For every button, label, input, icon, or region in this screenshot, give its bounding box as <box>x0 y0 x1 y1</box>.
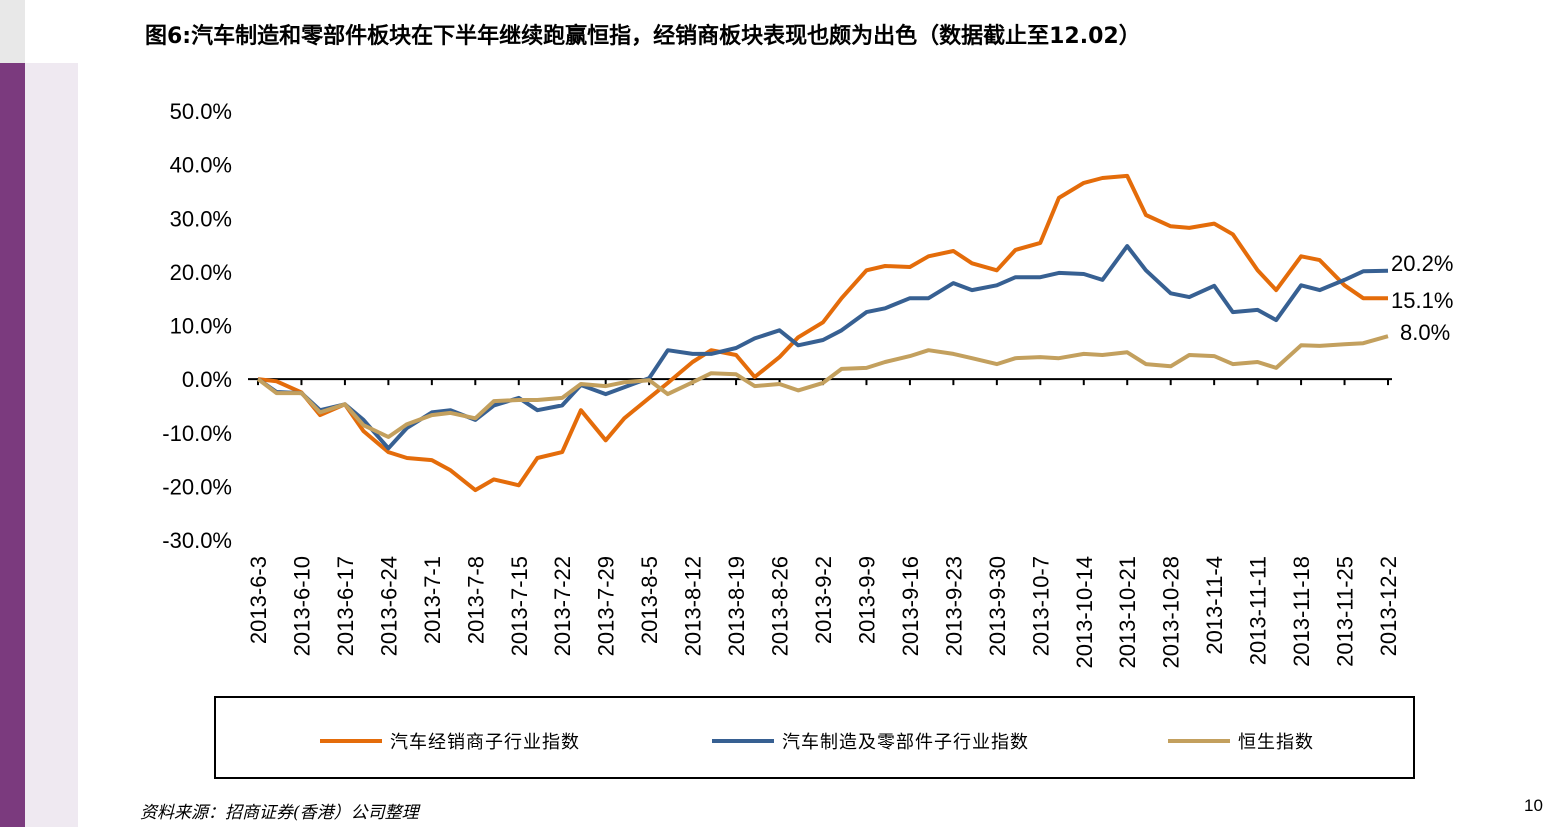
x-tick-label: 2013-8-26 <box>768 556 793 656</box>
x-tick-label: 2013-10-14 <box>1072 556 1097 669</box>
legend-item-hsi: 恒生指数 <box>1168 728 1314 754</box>
y-tick-label: -10.0% <box>162 421 232 446</box>
x-tick-label: 2013-8-12 <box>681 556 706 656</box>
series-line <box>257 173 1388 493</box>
page-number: 10 <box>1524 796 1543 815</box>
legend-label: 汽车经销商子行业指数 <box>390 732 580 753</box>
x-tick-label: 2013-11-11 <box>1246 556 1271 665</box>
y-tick-label: 40.0% <box>170 153 232 178</box>
x-tick-label: 2013-9-23 <box>941 556 966 656</box>
end-value-label: 15.1% <box>1391 288 1453 313</box>
legend-label: 汽车制造及零部件子行业指数 <box>782 732 1029 753</box>
x-tick-label: 2013-6-10 <box>289 556 314 656</box>
x-tick-label: 2013-11-25 <box>1333 556 1358 667</box>
x-tick-label: 2013-10-21 <box>1115 556 1140 669</box>
x-tick-label: 2013-6-3 <box>246 556 271 644</box>
legend-label: 恒生指数 <box>1238 732 1314 753</box>
x-tick-label: 2013-9-30 <box>985 556 1010 656</box>
x-tick-label: 2013-6-24 <box>376 556 401 656</box>
side-band <box>0 63 25 827</box>
series-line <box>256 244 1389 451</box>
y-tick-label: -20.0% <box>162 474 232 499</box>
x-tick-label: 2013-7-22 <box>550 556 575 656</box>
y-tick-label: 10.0% <box>170 314 232 339</box>
x-tick-label: 2013-10-28 <box>1159 556 1184 669</box>
series-line <box>256 334 1389 439</box>
legend-swatch <box>1168 739 1230 743</box>
source-note: 资料来源：招商证券(香港）公司整理 <box>140 803 419 823</box>
x-tick-label: 2013-8-19 <box>724 556 749 656</box>
corner-block <box>0 0 25 63</box>
x-tick-label: 2013-12-2 <box>1376 556 1401 656</box>
y-tick-label: 20.0% <box>170 260 232 285</box>
legend: 汽车经销商子行业指数 汽车制造及零部件子行业指数 恒生指数 <box>214 696 1415 779</box>
x-tick-label: 2013-7-15 <box>507 556 532 656</box>
legend-swatch <box>712 739 774 743</box>
x-tick-label: 2013-8-5 <box>637 556 662 644</box>
x-tick-label: 2013-9-16 <box>898 556 923 656</box>
x-tick-label: 2013-6-17 <box>333 556 358 656</box>
x-tick-label: 2013-7-8 <box>463 556 488 644</box>
x-tick-label: 2013-9-9 <box>854 556 879 644</box>
y-tick-label: 30.0% <box>170 206 232 231</box>
y-tick-label: 0.0% <box>182 367 232 392</box>
y-tick-label: 50.0% <box>170 99 232 124</box>
x-tick-label: 2013-7-29 <box>594 556 619 656</box>
x-tick-label: 2013-7-1 <box>420 556 445 644</box>
y-tick-label: -30.0% <box>162 528 232 553</box>
x-tick-label: 2013-10-7 <box>1028 556 1053 656</box>
x-tick-label: 2013-9-2 <box>811 556 836 644</box>
legend-swatch <box>320 739 382 743</box>
end-value-label: 8.0% <box>1400 320 1450 345</box>
legend-item-manufacturing: 汽车制造及零部件子行业指数 <box>712 728 1029 754</box>
legend-item-dealer: 汽车经销商子行业指数 <box>320 728 580 754</box>
x-tick-label: 2013-11-4 <box>1202 556 1227 655</box>
side-band-light <box>25 63 78 827</box>
end-value-label: 20.2% <box>1391 251 1453 276</box>
x-tick-label: 2013-11-18 <box>1289 556 1314 667</box>
page-title: 图6:汽车制造和零部件板块在下半年继续跑赢恒指，经销商板块表现也颇为出色（数据截… <box>145 24 1141 49</box>
